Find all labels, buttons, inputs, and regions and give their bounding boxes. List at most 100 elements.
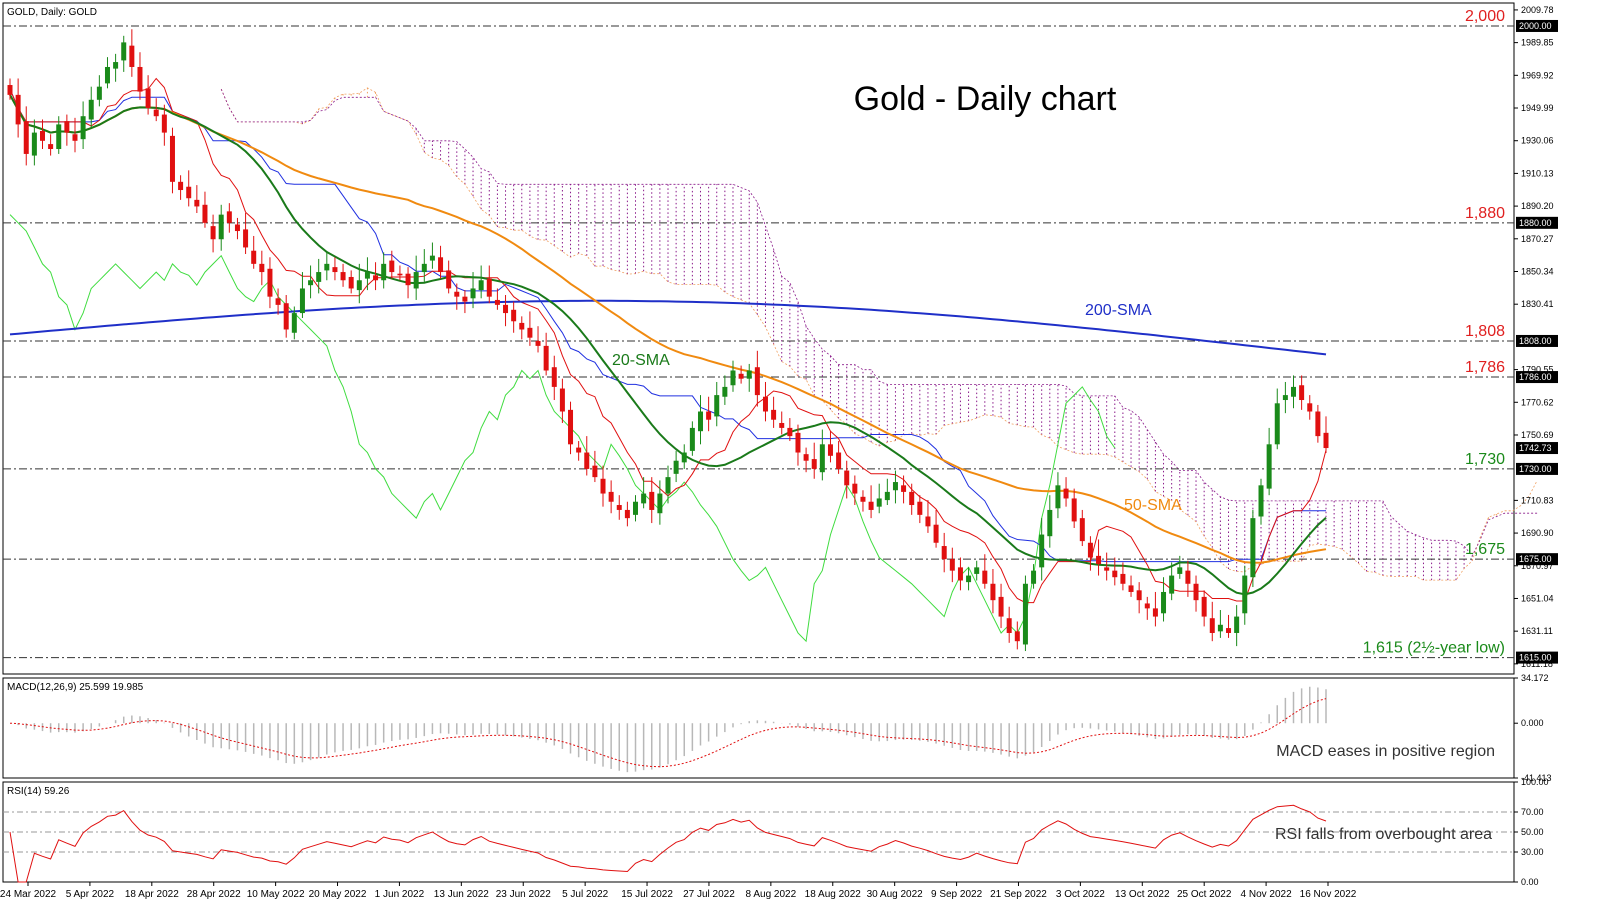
candle-body — [738, 373, 744, 379]
date-tick-label: 20 May 2022 — [309, 889, 367, 900]
candle-body — [145, 88, 151, 108]
price-tick-label: 2009.78 — [1521, 5, 1554, 15]
candle-body — [275, 298, 281, 305]
candle-body — [1209, 618, 1215, 633]
rsi-tick-label: 30.00 — [1521, 847, 1544, 857]
candle-body — [454, 291, 460, 297]
candle-body — [852, 483, 858, 494]
date-tick-label: 8 Aug 2022 — [746, 889, 797, 900]
candle-body — [1079, 518, 1085, 542]
candle-body — [998, 596, 1004, 617]
level-label: 1,880 — [1465, 205, 1505, 222]
level-label: 1,808 — [1465, 323, 1505, 340]
candle-body — [779, 422, 785, 428]
level-label: 1,675 — [1465, 541, 1505, 558]
candle-body — [1169, 575, 1175, 594]
candle-body — [210, 226, 216, 240]
candle-body — [616, 505, 622, 510]
candle-body — [641, 493, 647, 504]
candle-body — [153, 109, 159, 117]
candle-body — [1226, 628, 1232, 633]
candle-body — [1087, 542, 1093, 558]
candle-body — [1047, 509, 1053, 537]
candle-body — [1152, 608, 1158, 617]
sma200-line — [9, 299, 1327, 356]
candle-body — [243, 229, 249, 248]
candle-body — [15, 94, 21, 125]
price-tick-label: 1750.69 — [1521, 430, 1554, 440]
candle-body — [1299, 385, 1305, 401]
rsi-indicator: 100.00 70.00 50.00 30.00 0.00 — [3, 777, 1549, 887]
candle-body — [332, 267, 338, 273]
candle-body — [543, 345, 549, 371]
candle-body — [438, 257, 444, 273]
date-tick-label: 9 Sep 2022 — [931, 889, 983, 900]
date-tick-label: 5 Jul 2022 — [562, 889, 609, 900]
candle-body — [421, 263, 427, 273]
price-tag-label: 1808.00 — [1519, 336, 1552, 346]
candle-body — [551, 367, 557, 387]
candle-body — [283, 303, 289, 330]
candle-body — [624, 509, 630, 519]
candle-body — [1323, 432, 1329, 449]
price-tick-label: 1770.62 — [1521, 397, 1554, 407]
date-tick-label: 16 Nov 2022 — [1300, 889, 1357, 900]
candle-body — [1071, 498, 1077, 522]
candle-body — [104, 66, 110, 84]
candle-body — [990, 583, 996, 601]
candle-body — [957, 567, 963, 581]
candle-body — [917, 501, 923, 515]
candle-body — [169, 135, 175, 182]
date-tick-label: 18 Apr 2022 — [125, 889, 179, 900]
candle-body — [39, 130, 45, 141]
macd-tick-label: -41.413 — [1521, 773, 1552, 783]
candle-body — [226, 211, 232, 223]
price-tag-label: 1615.00 — [1519, 653, 1552, 663]
price-tag-label: 1786.00 — [1519, 372, 1552, 382]
sma20-annotation: 20-SMA — [612, 352, 670, 369]
candle-body — [259, 263, 265, 273]
price-tick-label: 1870.27 — [1521, 234, 1554, 244]
candle-body — [527, 327, 533, 338]
candle-body — [1217, 624, 1223, 632]
candle-body — [876, 498, 882, 507]
sma50-line — [9, 94, 1327, 564]
candle-body — [7, 85, 13, 95]
candle-body — [519, 322, 525, 330]
senkou-b-line — [220, 88, 1538, 557]
date-tick-label: 21 Sep 2022 — [990, 889, 1047, 900]
price-tick-label: 1631.11 — [1521, 626, 1553, 636]
candle-body — [1120, 573, 1126, 584]
candle-body — [1014, 631, 1020, 642]
candle-body — [535, 340, 541, 346]
candle-body — [1144, 603, 1150, 609]
candle-body — [576, 447, 582, 453]
candle-body — [1136, 590, 1142, 601]
candle-body — [80, 116, 86, 140]
price-tick-label: 1850.34 — [1521, 266, 1554, 276]
candle-body — [649, 491, 655, 510]
candle-body — [1006, 618, 1012, 633]
candle-body — [665, 477, 671, 494]
level-label: 1,730 — [1465, 451, 1505, 468]
macd-indicator: 34.172 0.000 -41.413 — [9, 673, 1552, 783]
price-tick-label: 1969.92 — [1521, 70, 1554, 80]
candle-body — [819, 444, 825, 473]
candle-body — [316, 272, 322, 282]
price-tag-box — [1516, 442, 1558, 455]
macd-label: MACD(12,26,9) 25.599 19.985 — [7, 682, 144, 693]
candle-body — [803, 454, 809, 461]
candle-body — [478, 280, 484, 291]
candle-body — [48, 144, 54, 150]
candle-body — [933, 524, 939, 543]
candle-body — [234, 224, 240, 232]
candle-body — [299, 288, 305, 314]
symbol-label: GOLD, Daily: GOLD — [7, 7, 97, 18]
candle-body — [161, 114, 167, 133]
candle-body — [787, 427, 793, 437]
candle-body — [860, 496, 866, 502]
candle-body — [381, 263, 387, 281]
ichimoku-cloud — [220, 87, 1538, 581]
price-tag-label: 2000.00 — [1519, 21, 1552, 31]
rsi-tick-label: 50.00 — [1521, 827, 1544, 837]
